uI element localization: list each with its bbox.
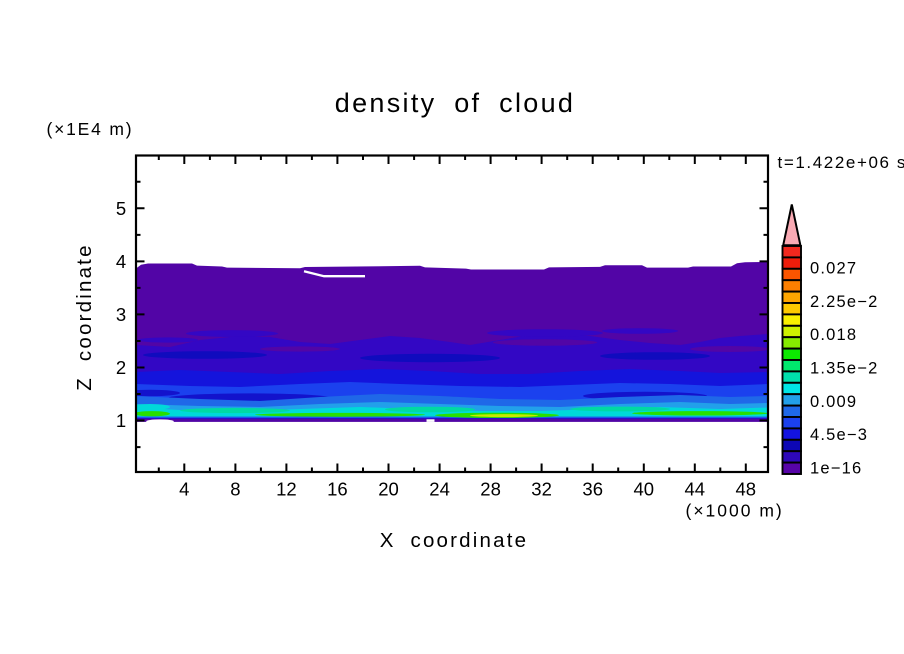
svg-text:48: 48 (736, 479, 757, 500)
svg-text:24: 24 (429, 479, 450, 500)
svg-text:0.018: 0.018 (810, 326, 857, 344)
svg-text:44: 44 (685, 479, 706, 500)
svg-text:20: 20 (378, 479, 399, 500)
svg-text:4: 4 (179, 479, 189, 500)
svg-text:Z coordinate: Z coordinate (73, 243, 96, 390)
svg-text:5: 5 (116, 198, 126, 219)
svg-text:4: 4 (116, 251, 126, 272)
svg-text:8: 8 (230, 479, 240, 500)
svg-text:0.027: 0.027 (810, 260, 857, 278)
svg-text:2: 2 (116, 357, 126, 378)
svg-text:(×1000 m): (×1000 m) (686, 501, 784, 521)
svg-text:1: 1 (116, 410, 126, 431)
svg-text:2.25e−2: 2.25e−2 (810, 293, 879, 311)
svg-text:36: 36 (582, 479, 603, 500)
svg-text:4.5e−3: 4.5e−3 (810, 426, 868, 444)
svg-text:28: 28 (480, 479, 501, 500)
svg-text:16: 16 (327, 479, 348, 500)
svg-text:1.35e−2: 1.35e−2 (810, 360, 879, 378)
svg-text:0.009: 0.009 (810, 393, 857, 411)
svg-text:32: 32 (531, 479, 552, 500)
svg-text:40: 40 (634, 479, 655, 500)
svg-text:t=1.422e+06 s: t=1.422e+06 s (778, 153, 904, 172)
svg-text:X coordinate: X coordinate (380, 529, 529, 552)
svg-text:1e−16: 1e−16 (810, 459, 862, 477)
svg-text:density of cloud: density of cloud (335, 88, 575, 118)
svg-text:(×1E4 m): (×1E4 m) (47, 119, 134, 139)
svg-text:3: 3 (116, 304, 126, 325)
svg-text:12: 12 (276, 479, 297, 500)
